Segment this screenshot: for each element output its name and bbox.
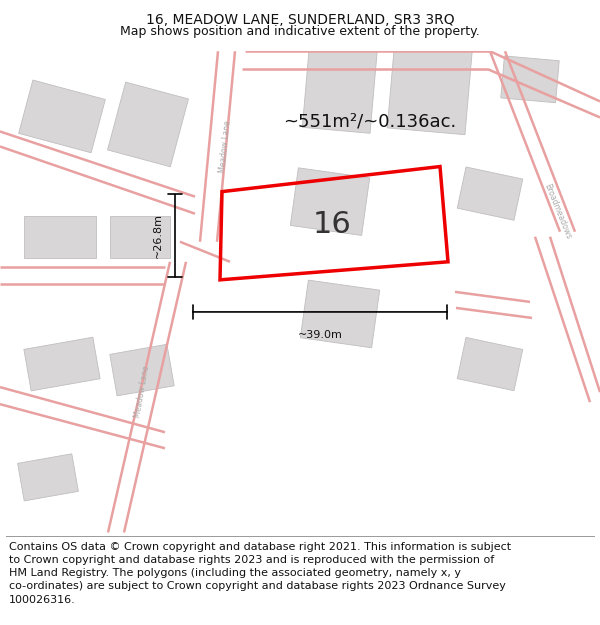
Polygon shape <box>110 344 174 396</box>
Text: 16: 16 <box>313 211 352 239</box>
Polygon shape <box>457 338 523 391</box>
Text: Map shows position and indicative extent of the property.: Map shows position and indicative extent… <box>120 26 480 39</box>
Text: Broadmeadows: Broadmeadows <box>543 182 573 241</box>
Text: ~26.8m: ~26.8m <box>153 213 163 258</box>
Text: 16, MEADOW LANE, SUNDERLAND, SR3 3RQ: 16, MEADOW LANE, SUNDERLAND, SR3 3RQ <box>146 12 454 27</box>
Polygon shape <box>501 56 559 102</box>
Polygon shape <box>302 39 378 133</box>
Text: Contains OS data © Crown copyright and database right 2021. This information is : Contains OS data © Crown copyright and d… <box>9 542 511 604</box>
Text: Meadow Lane: Meadow Lane <box>133 366 151 419</box>
Polygon shape <box>110 216 170 258</box>
Polygon shape <box>24 216 96 258</box>
Text: ~551m²/~0.136ac.: ~551m²/~0.136ac. <box>283 112 457 131</box>
Polygon shape <box>301 280 380 348</box>
Polygon shape <box>290 168 370 236</box>
Polygon shape <box>387 38 473 135</box>
Polygon shape <box>19 80 106 152</box>
Text: Meadow Lane: Meadow Lane <box>218 120 232 173</box>
Polygon shape <box>17 454 79 501</box>
Polygon shape <box>24 338 100 391</box>
Polygon shape <box>457 167 523 220</box>
Polygon shape <box>107 82 188 167</box>
Text: ~39.0m: ~39.0m <box>298 330 343 340</box>
